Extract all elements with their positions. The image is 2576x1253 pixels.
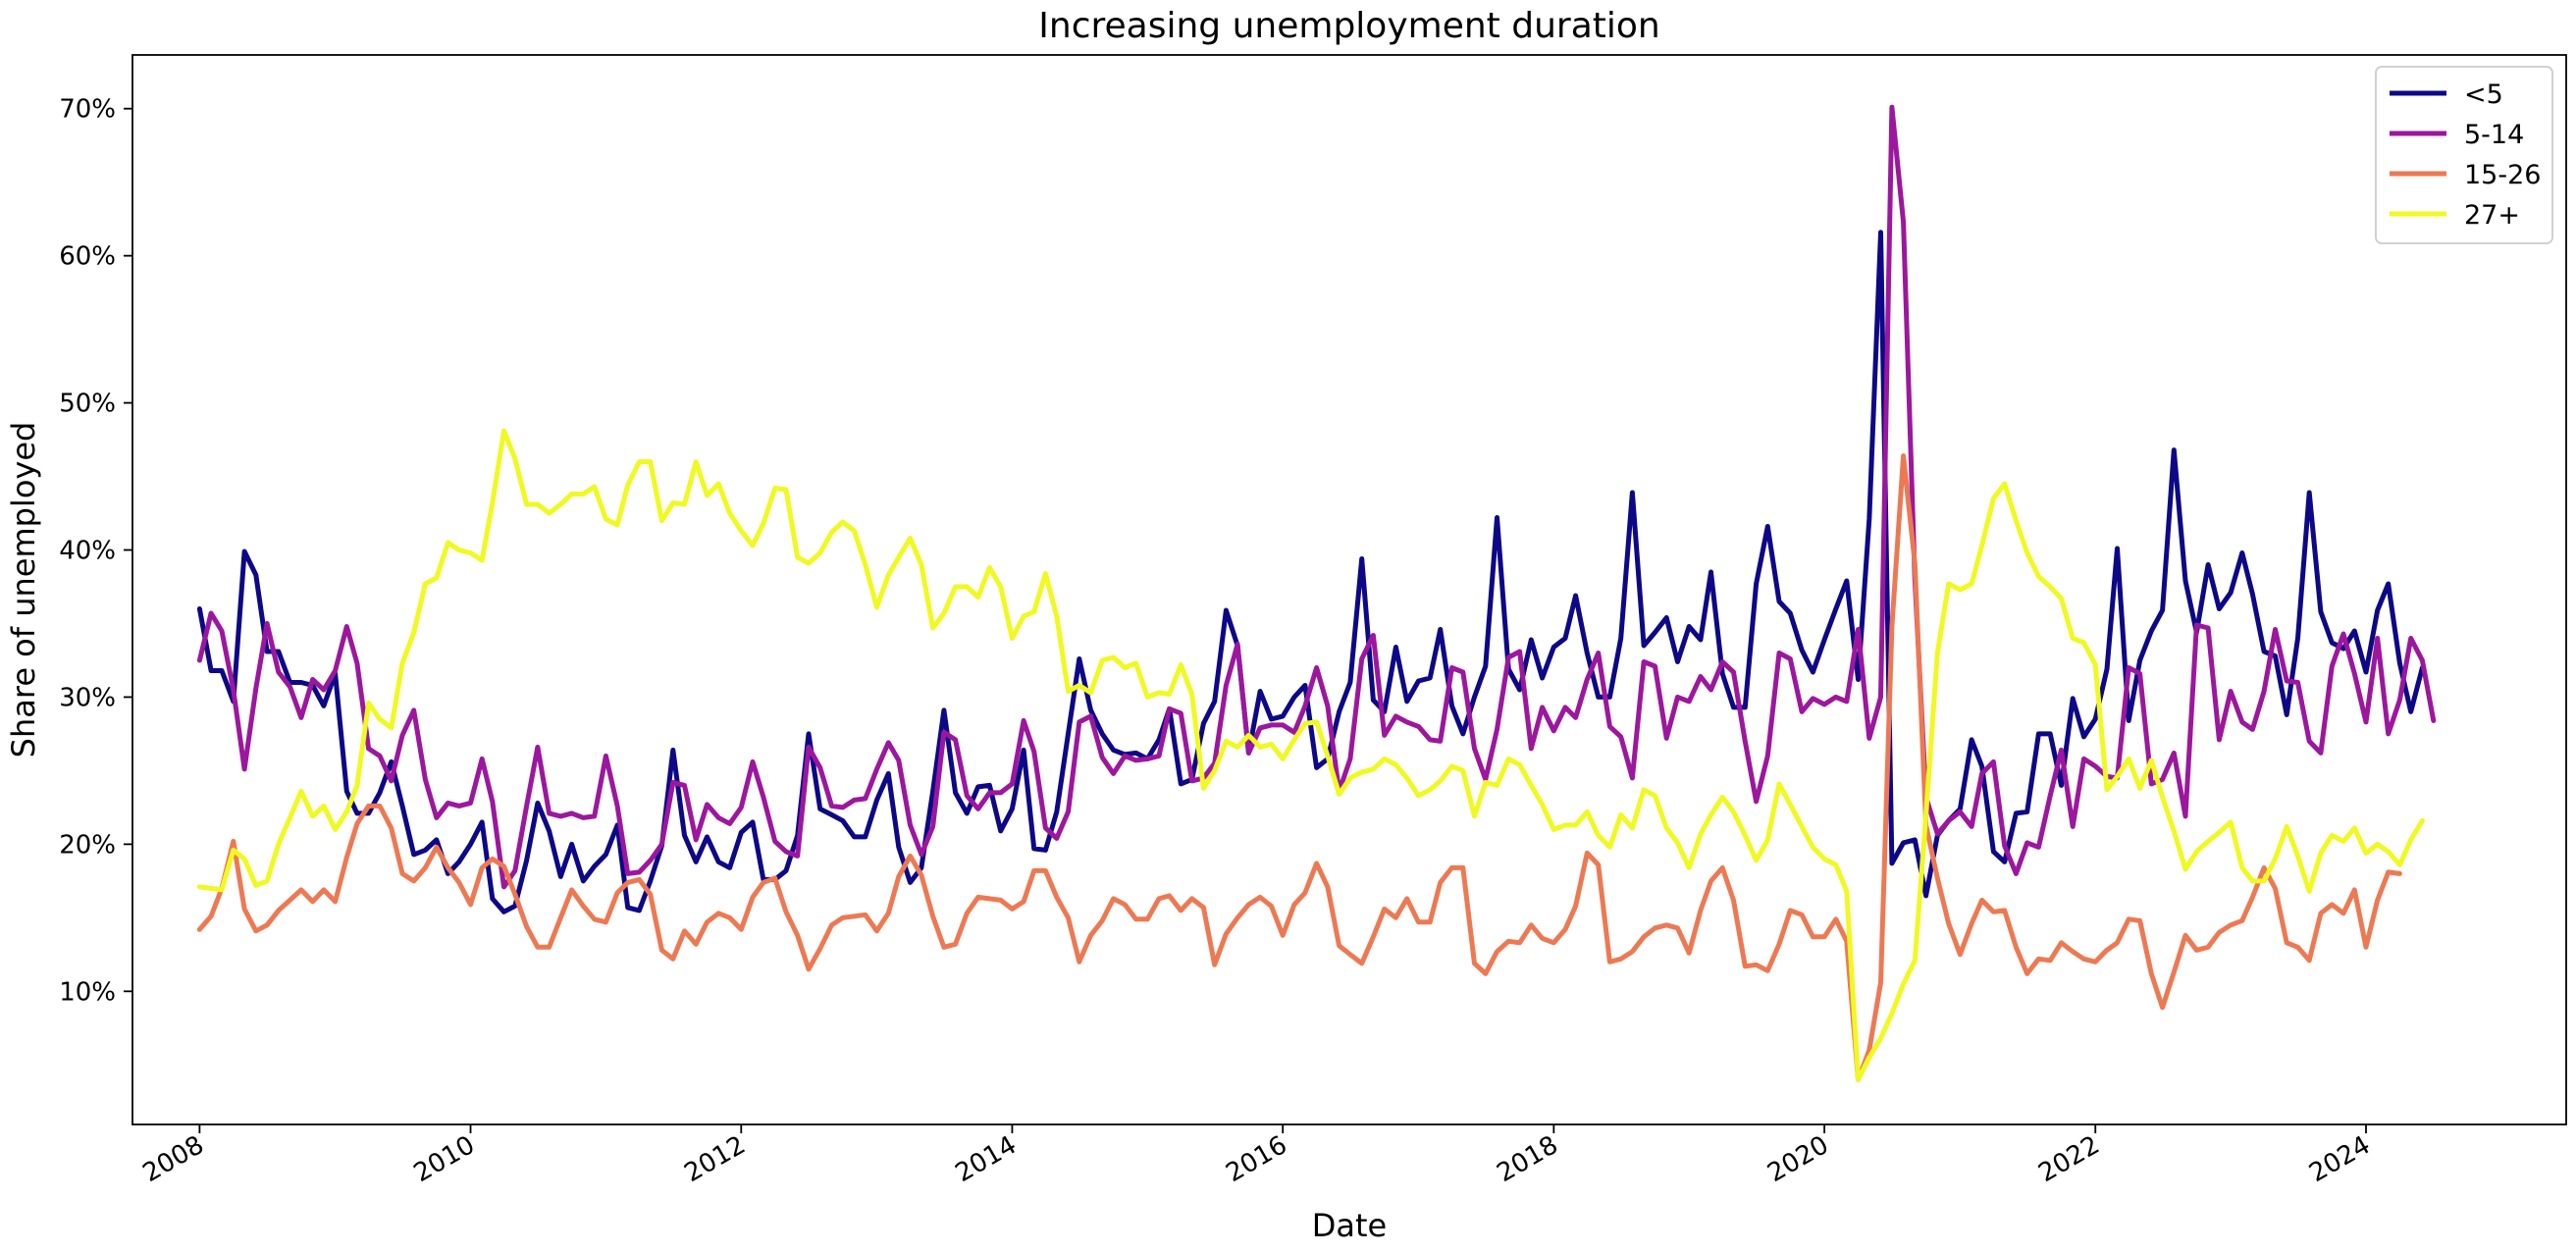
legend-label: 5-14 xyxy=(2464,120,2524,150)
legend-box xyxy=(2375,66,2553,244)
y-axis-label: Share of unemployed xyxy=(5,422,42,758)
legend-label: 15-26 xyxy=(2464,160,2541,190)
plot-area-frame xyxy=(131,54,2567,1125)
legend-label: 27+ xyxy=(2464,200,2520,231)
legend: <5 5-14 15-26 27+ xyxy=(2375,66,2553,244)
legend-label: <5 xyxy=(2464,79,2503,110)
y-tick-label: 20% xyxy=(59,830,116,860)
y-tick-label: 70% xyxy=(59,95,116,125)
x-axis-label: Date xyxy=(1312,1207,1387,1244)
y-tick-label: 60% xyxy=(59,242,116,272)
chart-title: Increasing unemployment duration xyxy=(1038,6,1659,46)
series-line-4 xyxy=(196,428,2425,1082)
series-line-1 xyxy=(196,230,2425,914)
y-tick-label: 30% xyxy=(59,683,116,712)
y-tick-label: 50% xyxy=(59,390,116,419)
y-tick-label: 10% xyxy=(59,977,116,1007)
y-tick-label: 40% xyxy=(59,537,116,566)
series-line-2 xyxy=(196,104,2437,890)
series-line-3 xyxy=(196,453,2402,1082)
series-layer xyxy=(196,104,2437,1082)
y-axis: 10% 20% 30% 40% 50% 60% 70% xyxy=(59,95,132,1007)
